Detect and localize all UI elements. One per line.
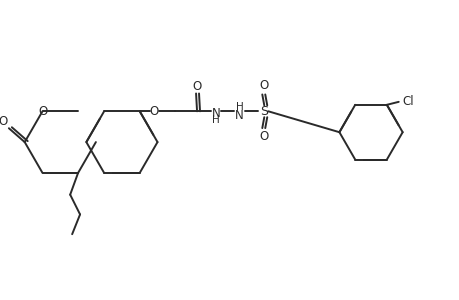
Text: H: H (212, 115, 219, 125)
Text: O: O (38, 105, 47, 118)
Text: O: O (0, 115, 7, 128)
Text: N: N (235, 109, 243, 122)
Text: H: H (235, 102, 243, 112)
Text: N: N (211, 107, 220, 120)
Text: Cl: Cl (402, 95, 414, 108)
Text: O: O (149, 105, 158, 118)
Text: O: O (259, 130, 269, 143)
Text: S: S (260, 105, 268, 118)
Text: O: O (192, 80, 201, 93)
Text: O: O (259, 79, 269, 92)
